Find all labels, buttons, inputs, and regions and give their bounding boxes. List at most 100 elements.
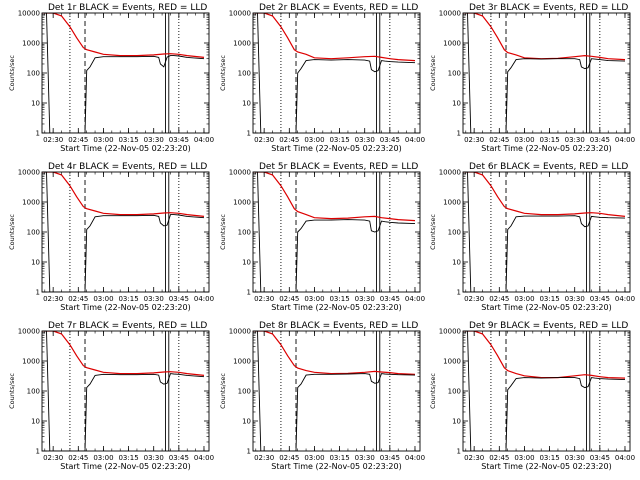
x-axis-label: Start Time (22-Nov-05 02:23:20) [481,462,611,471]
x-axis-label: Start Time (22-Nov-05 02:23:20) [60,144,190,153]
events-series-line [42,13,205,133]
panel-title: Det 6r BLACK = Events, RED = LLD [469,162,628,172]
x-tick-label: 03:45 [380,295,400,303]
x-tick-label: 03:45 [590,136,610,144]
reference-lines [280,172,391,292]
x-tick-label: 03:00 [93,295,113,303]
y-axis-label: Counts/sec [8,373,16,409]
y-tick-label: 10 [242,418,251,426]
y-tick-label: 10 [452,100,461,108]
x-tick-label: 03:15 [329,295,349,303]
y-tick-label: 1 [247,130,251,138]
lld-series-line [253,331,416,375]
series-group [42,13,205,133]
events-series-line [253,172,416,292]
x-tick-label: 03:00 [93,454,113,462]
x-tick-label: 03:30 [355,136,375,144]
detector-panel: Det 1r BLACK = Events, RED = LLD 1 10 100 10… [8,3,214,153]
lld-series-line [42,331,205,376]
x-axis-label: Start Time (22-Nov-05 02:23:20) [481,303,611,312]
series-group [253,172,416,292]
x-tick-label: 03:15 [539,136,559,144]
y-tick-label: 1 [36,289,40,297]
y-tick-label: 1 [36,130,40,138]
y-tick-label: 100 [238,229,251,237]
y-tick-label: 10 [31,418,40,426]
y-tick-label: 10 [452,418,461,426]
detector-panel: Det 3r BLACK = Events, RED = LLD 1 10 100 10… [429,3,635,153]
x-tick-label: 03:30 [355,454,375,462]
x-tick-label: 03:45 [169,295,189,303]
y-tick-label: 1000 [22,358,40,366]
series-group [463,172,626,292]
x-tick-label: 02:45 [68,295,88,303]
y-tick-label: 1000 [233,358,251,366]
x-tick-label: 02:45 [68,454,88,462]
lld-series-line [463,331,626,379]
y-tick-label: 100 [27,70,40,78]
x-tick-label: 03:15 [118,454,138,462]
x-tick-label: 02:45 [279,295,299,303]
x-tick-label: 03:30 [144,136,164,144]
y-axis-label: Counts/sec [219,214,227,250]
y-tick-label: 10 [242,259,251,267]
panel-title: Det 3r BLACK = Events, RED = LLD [469,3,628,13]
x-tick-label: 02:30 [464,454,484,462]
y-tick-label: 1000 [22,40,40,48]
y-tick-label: 1000 [233,199,251,207]
lld-series-line [253,172,416,222]
reference-lines [69,13,180,133]
x-tick-label: 04:00 [194,136,214,144]
series-group [42,331,205,451]
y-tick-label: 10000 [439,328,461,336]
x-tick-label: 03:00 [514,295,534,303]
y-tick-label: 10 [452,259,461,267]
x-tick-label: 04:00 [405,295,425,303]
panel-title: Det 5r BLACK = Events, RED = LLD [259,162,418,172]
y-tick-label: 10000 [229,169,251,177]
y-tick-label: 1000 [22,199,40,207]
x-tick-label: 03:15 [118,136,138,144]
y-axis-label: Counts/sec [429,373,437,409]
y-tick-label: 1000 [443,358,461,366]
reference-lines [280,331,391,451]
panel-title: Det 8r BLACK = Events, RED = LLD [259,321,418,331]
x-tick-label: 03:15 [329,454,349,462]
y-tick-label: 1000 [443,40,461,48]
detector-panel: Det 5r BLACK = Events, RED = LLD 1 10 100 10… [219,162,425,312]
x-tick-label: 03:00 [93,136,113,144]
x-tick-label: 02:45 [489,295,509,303]
x-tick-label: 03:15 [118,295,138,303]
y-tick-label: 100 [238,388,251,396]
y-tick-label: 10000 [229,10,251,18]
y-tick-label: 100 [238,70,251,78]
y-tick-label: 1000 [233,40,251,48]
y-tick-label: 10000 [439,10,461,18]
x-tick-label: 03:45 [169,454,189,462]
events-series-line [463,331,626,451]
reference-lines [69,172,180,292]
reference-lines [490,331,601,451]
x-tick-label: 02:30 [43,454,63,462]
x-tick-label: 04:00 [615,454,635,462]
x-tick-label: 03:45 [380,454,400,462]
y-axis-label: Counts/sec [219,373,227,409]
x-tick-label: 03:15 [539,454,559,462]
x-tick-label: 03:15 [329,136,349,144]
series-group [463,13,626,133]
x-tick-label: 02:30 [43,136,63,144]
y-tick-label: 1000 [443,199,461,207]
x-tick-label: 03:00 [304,136,324,144]
x-tick-label: 03:45 [380,136,400,144]
y-tick-label: 10 [31,100,40,108]
y-tick-label: 1 [457,130,461,138]
series-group [42,172,205,292]
x-tick-label: 02:30 [464,136,484,144]
reference-lines [490,13,601,133]
x-tick-label: 02:30 [464,295,484,303]
x-axis-label: Start Time (22-Nov-05 02:23:20) [481,144,611,153]
y-tick-label: 1 [247,289,251,297]
x-tick-label: 04:00 [615,295,635,303]
x-tick-label: 02:45 [68,136,88,144]
detector-panel: Det 4r BLACK = Events, RED = LLD 1 10 100 10… [8,162,214,312]
